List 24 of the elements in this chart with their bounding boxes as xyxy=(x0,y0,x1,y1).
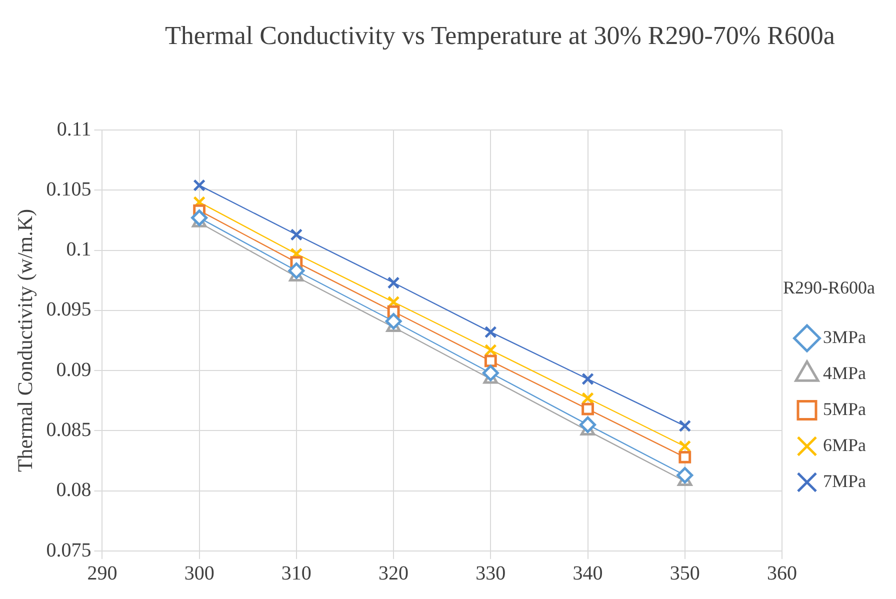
y-tick-label: 0.1 xyxy=(66,238,92,261)
y-axis-title: Thermal Conductivity (w/m.K) xyxy=(13,208,38,472)
x-tick-label: 340 xyxy=(572,562,603,584)
legend-label: 7MPa xyxy=(822,471,866,492)
y-tick-label: 0.09 xyxy=(56,358,92,381)
x-tick-label: 290 xyxy=(87,562,118,584)
y-tick-label: 0.105 xyxy=(46,178,92,200)
legend-label: 6MPa xyxy=(822,435,866,456)
x-tick-label: 350 xyxy=(670,562,700,584)
x-tick-label: 300 xyxy=(184,562,214,584)
x-tick-label: 310 xyxy=(281,562,312,584)
chart-title: Thermal Conductivity vs Temperature at 30% R290-70% R600a xyxy=(164,20,836,52)
legend-label: 4MPa xyxy=(822,363,866,384)
x-tick-label: 360 xyxy=(766,562,797,584)
x-tick-label: 330 xyxy=(476,562,506,584)
y-tick-label: 0.08 xyxy=(56,479,92,502)
legend-label: 3MPa xyxy=(822,327,866,348)
legend-label: 5MPa xyxy=(822,399,866,420)
y-tick-label: 0.075 xyxy=(46,539,92,562)
y-tick-label: 0.095 xyxy=(46,298,92,321)
y-tick-label: 0.11 xyxy=(56,118,92,140)
legend-title: R290-R600a xyxy=(783,277,876,298)
y-tick-label: 0.085 xyxy=(46,418,92,441)
x-tick-label: 320 xyxy=(378,562,409,584)
